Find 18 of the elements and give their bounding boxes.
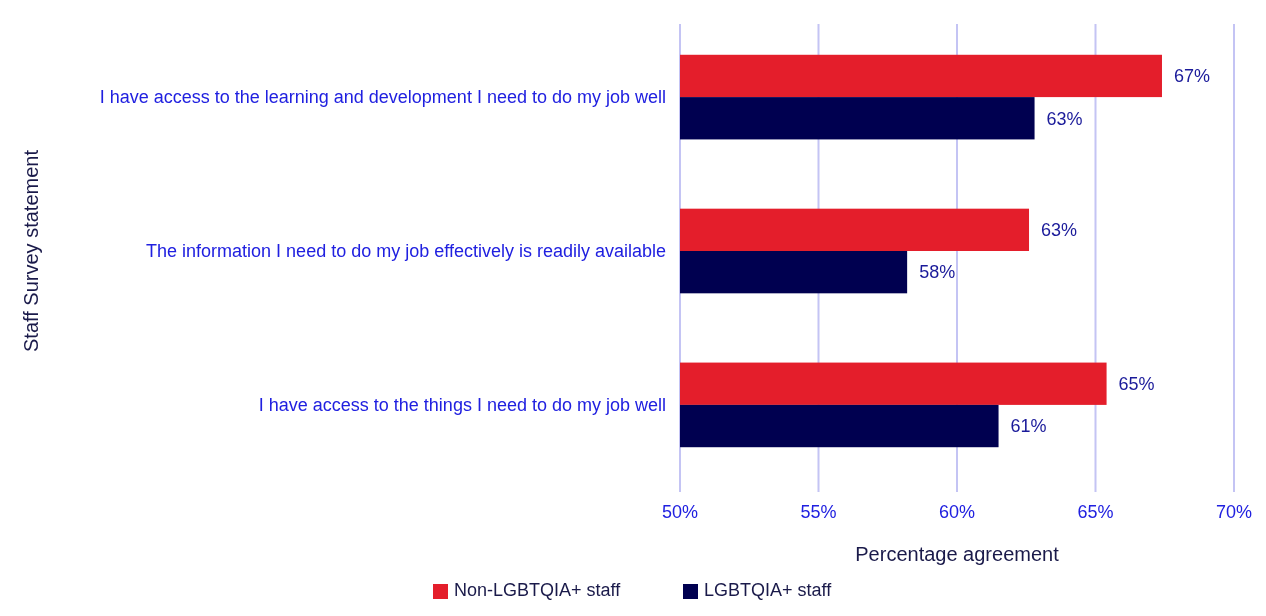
- x-tick-label: 65%: [1077, 502, 1114, 522]
- x-axis-title: Percentage agreement: [855, 543, 1060, 565]
- x-tick-label: 70%: [1215, 502, 1253, 522]
- data-label: 65%: [1118, 374, 1155, 395]
- data-label: 67%: [1173, 66, 1211, 87]
- x-tick-label: 50%: [661, 502, 699, 522]
- x-tick-label: 55%: [800, 502, 837, 522]
- y-tick-label: I have access to the learning and development I need to do my job well: [99, 87, 666, 108]
- y-tick-label: I have access to the things I need to do my job well: [258, 394, 666, 415]
- data-label: 58%: [919, 262, 956, 283]
- y-tick-label: The information I need to do my job effectively is readily available: [146, 241, 666, 261]
- data-label: 63%: [1046, 108, 1083, 129]
- legend-label: LGBTQIA+ staff: [704, 580, 833, 600]
- data-label: 61%: [1010, 416, 1047, 437]
- y-axis-title: Staff Survey statement: [20, 149, 42, 352]
- x-tick-label: 60%: [938, 502, 976, 522]
- data-label: 63%: [1041, 220, 1078, 241]
- legend-label: Non-LGBTQIA+ staff: [454, 580, 622, 600]
